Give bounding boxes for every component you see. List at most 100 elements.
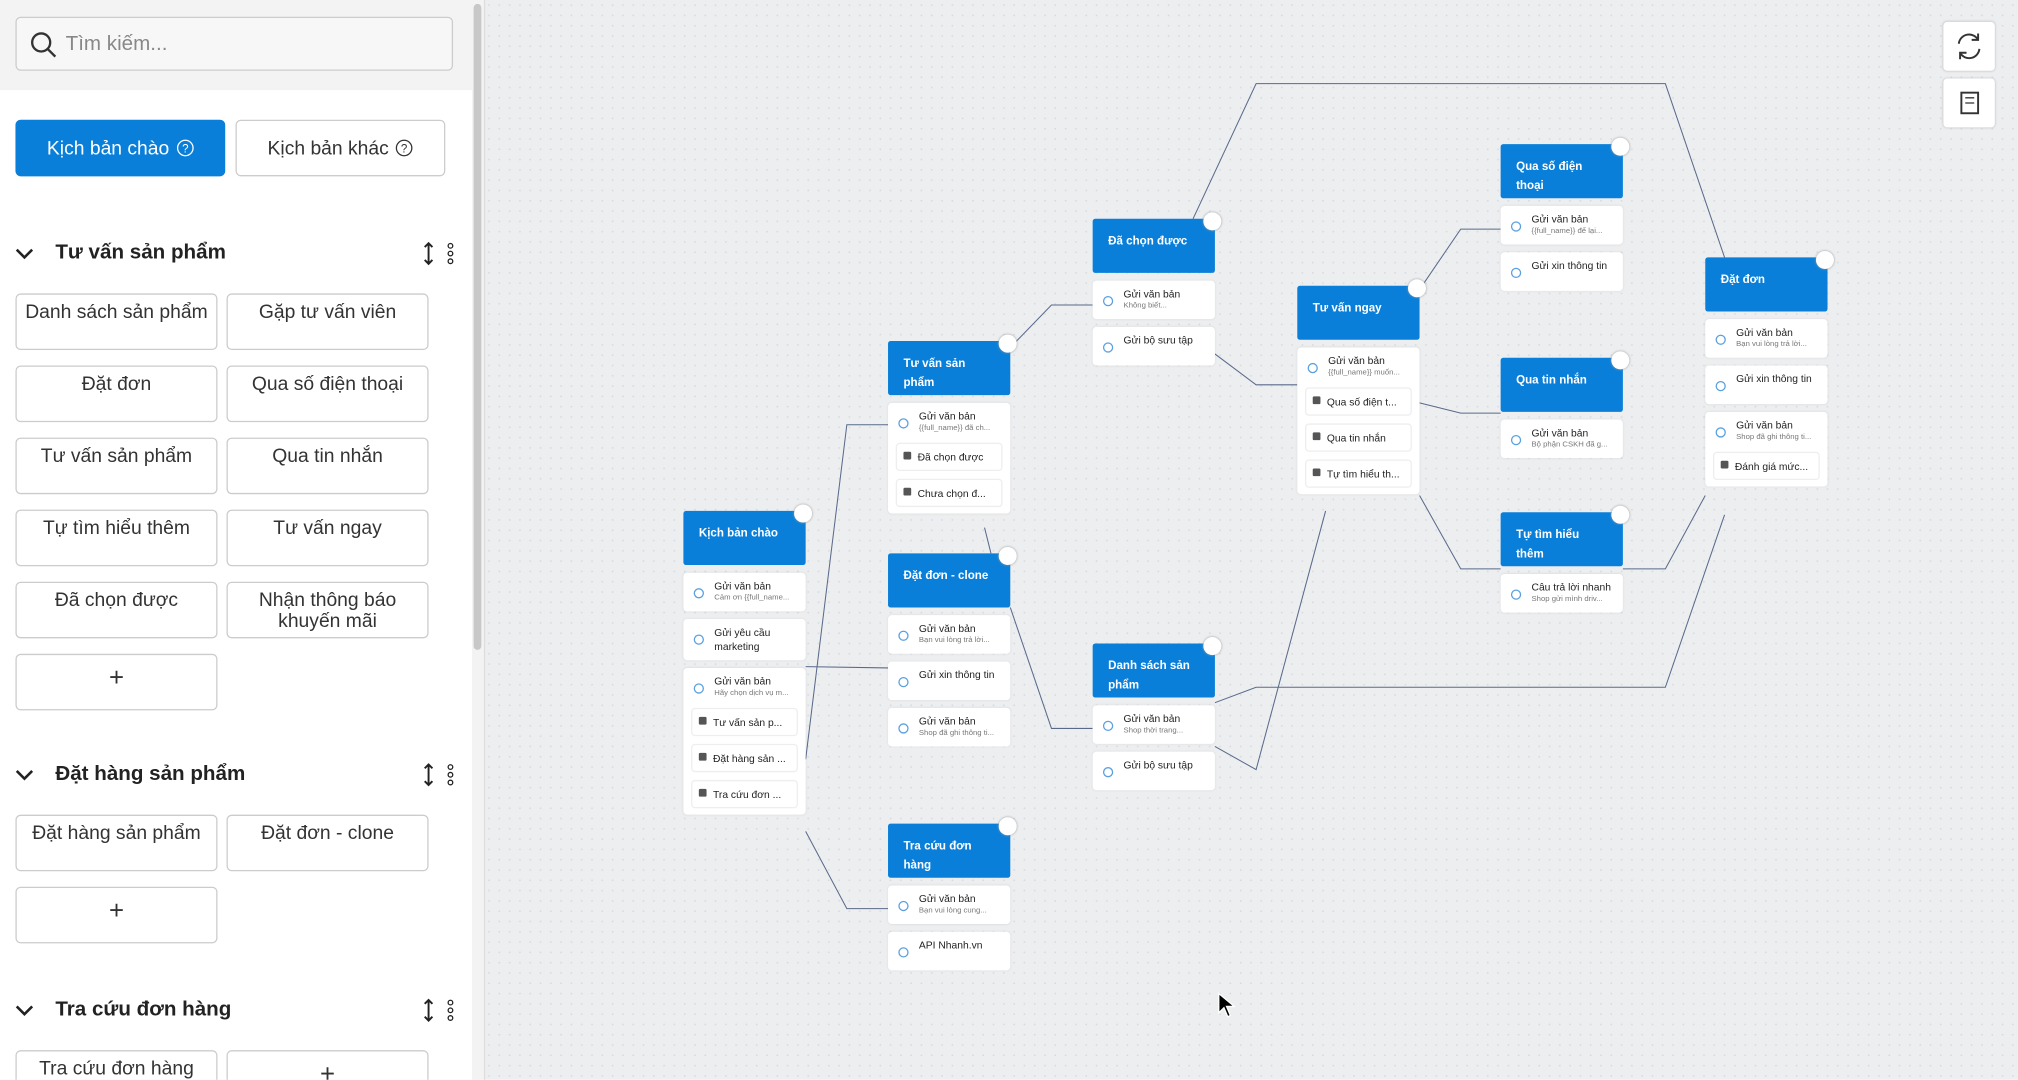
edit-icon[interactable]: [998, 546, 1017, 565]
node-title: Tự tìm hiểu thêm: [1516, 527, 1580, 560]
flow-node[interactable]: Đã chọn được Gửi văn bản Không biết... Gửi …: [1092, 212, 1222, 366]
edit-icon[interactable]: [998, 334, 1017, 353]
item[interactable]: Tra cứu đơn hàng: [15, 1050, 218, 1080]
step-label: Gửi văn bản: [1736, 419, 1793, 432]
group-title: Tra cứu đơn hàng: [55, 998, 232, 1021]
flow-node[interactable]: Kịch bản chào Gửi văn bản Cảm ơn {{full_na…: [683, 504, 813, 815]
step-label: Gửi văn bản: [714, 580, 771, 593]
step-button[interactable]: Tư vấn sản p...: [691, 707, 798, 737]
group-header[interactable]: Tư vấn sản phẩm: [15, 234, 459, 273]
add-button[interactable]: +: [15, 653, 218, 711]
step-icon: [1102, 342, 1114, 353]
step-icon: [898, 418, 909, 429]
item[interactable]: Nhận thông báo khuyến mãi: [226, 581, 429, 639]
search-input[interactable]: Tìm kiếm...: [15, 16, 454, 71]
flow-node[interactable]: Đặt đơn Gửi văn bản Bạn vui lòng trả lời..…: [1705, 250, 1834, 487]
node-step: Gửi văn bản {{full_name}} để lại...: [1500, 205, 1623, 245]
node-header: Danh sách sản phẩm: [1092, 637, 1222, 698]
svg-text:?: ?: [401, 144, 408, 156]
flow-node[interactable]: Tra cứu đơn hàng Gửi văn bản Bạn vui lòng …: [888, 817, 1017, 971]
edit-icon[interactable]: [1611, 351, 1630, 370]
item[interactable]: Tư vấn ngay: [226, 509, 429, 567]
edit-icon[interactable]: [1611, 505, 1630, 524]
cursor: [1218, 992, 1236, 1018]
edit-icon[interactable]: [998, 817, 1017, 836]
step-button[interactable]: Đã chọn được: [895, 442, 1003, 472]
group-header[interactable]: Đặt hàng sản phẩm: [15, 755, 459, 794]
tab-label: Kịch bản khác: [267, 137, 389, 159]
step-label: Gửi văn bản: [1123, 712, 1181, 725]
edit-icon[interactable]: [1203, 212, 1222, 231]
step-icon: [1715, 380, 1726, 392]
edit-icon[interactable]: [1203, 637, 1222, 656]
group-actions[interactable]: [417, 762, 456, 788]
flow-node[interactable]: Danh sách sản phẩm Gửi văn bản Shop thời t…: [1092, 637, 1222, 791]
edge: [1419, 402, 1501, 414]
step-label: API Nhanh.vn: [918, 939, 983, 952]
step-icon: [1102, 767, 1114, 778]
step-label: Gửi văn bản: [1123, 288, 1181, 300]
flow-node[interactable]: Đặt đơn - clone Gửi văn bản Bạn vui lòng t…: [888, 546, 1017, 747]
edge: [984, 527, 992, 554]
node-header: Qua tin nhắn: [1500, 351, 1630, 412]
item[interactable]: Tư vấn sản phẩm: [15, 437, 218, 495]
step-preview: Hãy chọn dịch vụ m...: [714, 689, 789, 698]
node-title: Tư vấn sản phẩm: [903, 356, 966, 389]
step-button[interactable]: Đặt hàng sản ...: [691, 743, 798, 773]
step-icon: [898, 947, 909, 958]
item[interactable]: Đặt đơn - clone: [226, 814, 429, 872]
step-button[interactable]: Qua số điện t...: [1305, 387, 1412, 416]
step-icon: [1510, 589, 1522, 600]
group-actions[interactable]: [417, 241, 456, 267]
flow-node[interactable]: Qua tin nhắn Gửi văn bản Bộ phận CSKH đã g…: [1500, 351, 1630, 459]
group-header[interactable]: Tra cứu đơn hàng: [15, 991, 459, 1030]
node-step: Gửi yêu cầu marketing: [683, 619, 806, 661]
tab-label: Kịch bản chào: [46, 137, 170, 159]
edge: [1419, 495, 1501, 570]
edge: [805, 424, 889, 760]
item[interactable]: Qua tin nhắn: [226, 437, 429, 495]
refresh-button[interactable]: [1943, 21, 1995, 71]
edge: [1419, 228, 1501, 290]
tab-active[interactable]: Kịch bản chào?: [15, 119, 226, 177]
flow-node[interactable]: Qua số điện thoại Gửi văn bản {{full_name}…: [1500, 137, 1630, 291]
node-step: Gửi xin thông tin: [1500, 252, 1623, 291]
tab[interactable]: Kịch bản khác?: [235, 119, 446, 177]
item[interactable]: Đã chọn được: [15, 581, 218, 639]
group-actions[interactable]: [417, 997, 456, 1023]
node-step: Gửi văn bản Shop đã ghi thông ti...: [888, 707, 1011, 747]
step-button[interactable]: Tra cứu đơn ...: [691, 779, 798, 809]
step-button[interactable]: Đánh giá mức...: [1712, 451, 1820, 481]
node-step: Gửi xin thông tin: [1705, 365, 1828, 405]
node-header: Tư vấn sản phẩm: [888, 334, 1017, 396]
flow-node[interactable]: Tư vấn ngay Gửi văn bản {{full_name}} muốn…: [1297, 279, 1426, 495]
group-title: Tư vấn sản phẩm: [55, 241, 226, 264]
item[interactable]: Đặt hàng sản phẩm: [15, 814, 218, 872]
edit-icon[interactable]: [1611, 137, 1630, 156]
step-icon: [693, 634, 704, 645]
flow-node[interactable]: Tư vấn sản phẩm Gửi văn bản {{full_name}} …: [888, 334, 1017, 514]
add-button[interactable]: +: [15, 886, 218, 944]
step-label: Gửi yêu cầu marketing: [714, 626, 771, 653]
item[interactable]: Qua số điện thoại: [226, 365, 429, 423]
add-button[interactable]: +: [226, 1050, 429, 1080]
item[interactable]: Đặt đơn: [15, 365, 218, 423]
node-title: Qua tin nhắn: [1516, 373, 1587, 387]
edit-icon[interactable]: [794, 504, 813, 523]
step-button[interactable]: Tự tìm hiểu th...: [1305, 459, 1412, 488]
step-icon: [1510, 435, 1522, 446]
edit-icon[interactable]: [1815, 250, 1834, 269]
step-preview: Không biết...: [1123, 302, 1167, 311]
item[interactable]: Danh sách sản phẩm: [15, 293, 218, 351]
step-button[interactable]: Chưa chọn đ...: [895, 478, 1003, 508]
step-preview: {{full_name}} đã ch...: [918, 424, 991, 433]
item-grid: Danh sách sản phẩm Gặp tư vấn viên Đặt đơn…: [15, 293, 459, 711]
edit-icon[interactable]: [1407, 279, 1426, 298]
item[interactable]: Gặp tư vấn viên: [226, 293, 429, 351]
item-grid: Tra cứu đơn hàng +: [15, 1050, 459, 1080]
step-button[interactable]: Qua tin nhắn: [1305, 423, 1412, 452]
item[interactable]: Tự tìm hiểu thêm: [15, 509, 218, 567]
book-button[interactable]: [1943, 78, 1995, 128]
flow-node[interactable]: Tự tìm hiểu thêm Câu trả lời nhanh Shop gử…: [1500, 505, 1630, 613]
